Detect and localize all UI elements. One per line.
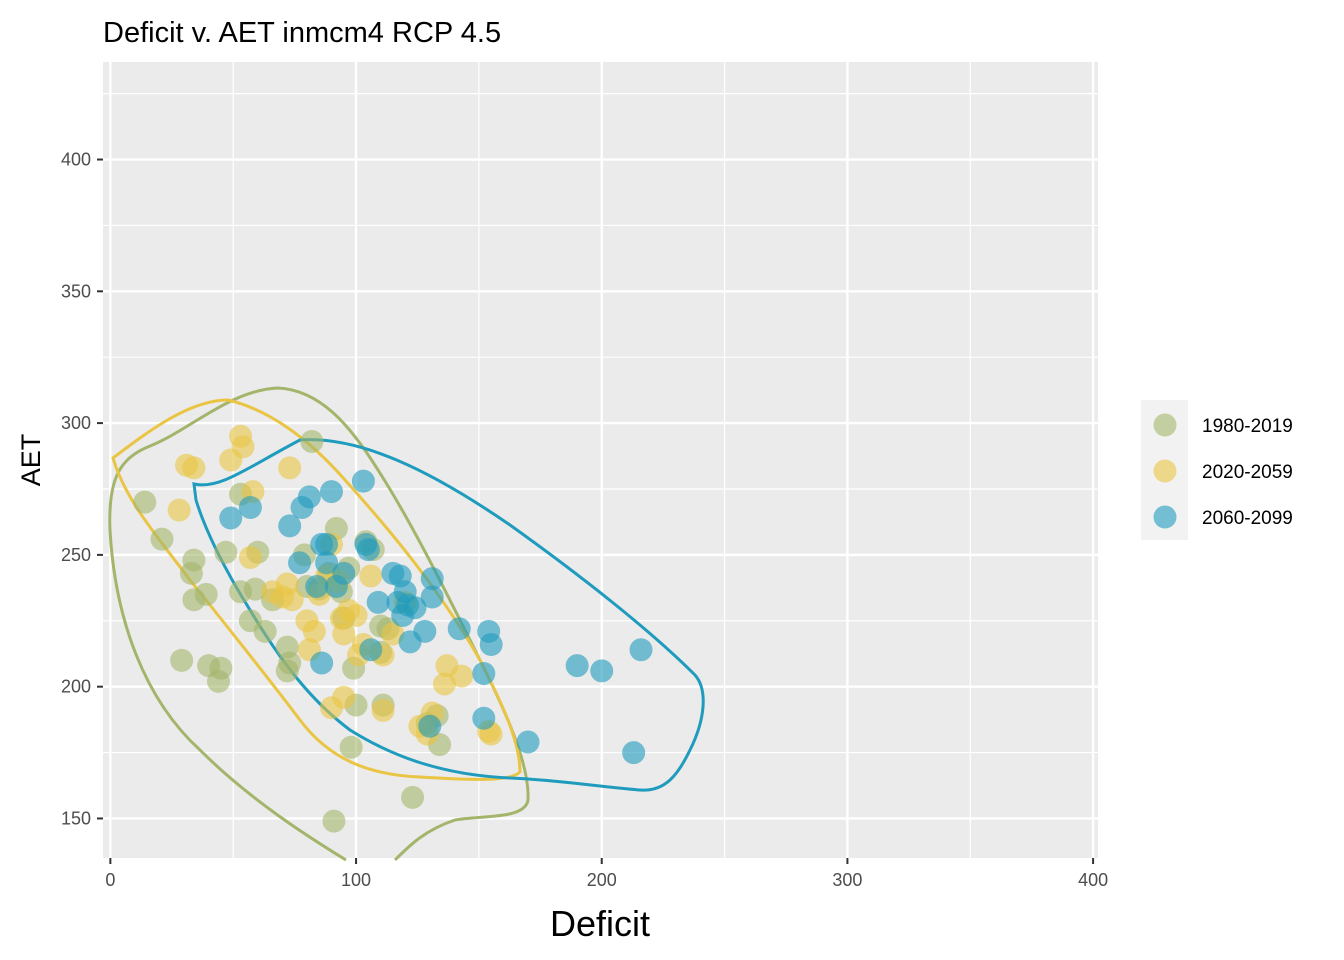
point-2020-2059 (182, 456, 206, 480)
point-1980-2019 (150, 527, 174, 551)
point-1980-2019 (214, 540, 238, 564)
point-1980-2019 (401, 785, 425, 809)
legend-key-1980-2019 (1153, 413, 1177, 437)
y-tick-label: 200 (61, 677, 91, 697)
point-2060-2099 (590, 659, 614, 683)
legend-key-2020-2059 (1153, 459, 1177, 483)
point-2060-2099 (413, 619, 437, 643)
plot-panel (103, 62, 1098, 858)
point-2060-2099 (288, 551, 312, 575)
point-2060-2099 (418, 714, 442, 738)
point-2060-2099 (447, 617, 471, 641)
point-2060-2099 (332, 561, 356, 585)
point-2060-2099 (366, 590, 390, 614)
point-1980-2019 (322, 809, 346, 833)
point-2060-2099 (297, 485, 321, 509)
point-1980-2019 (209, 656, 233, 680)
point-2020-2059 (432, 672, 456, 696)
point-2060-2099 (219, 506, 243, 530)
point-2060-2099 (629, 638, 653, 662)
legend-label-2020-2059: 2020-2059 (1202, 462, 1293, 483)
y-tick-label: 400 (61, 150, 91, 170)
y-tick-label: 250 (61, 545, 91, 565)
point-2020-2059 (450, 664, 474, 688)
point-2020-2059 (381, 622, 405, 646)
point-2060-2099 (516, 730, 540, 754)
point-2060-2099 (420, 585, 444, 609)
legend-key-2060-2099 (1153, 505, 1177, 529)
point-2020-2059 (238, 546, 262, 570)
y-axis-ticks: 150 200 250 300 350 400 (61, 150, 103, 828)
legend: 1980-2019 2020-2059 2060-2099 (1141, 400, 1293, 540)
point-2020-2059 (302, 619, 326, 643)
point-2060-2099 (310, 651, 334, 675)
point-2020-2059 (278, 456, 302, 480)
data-points (133, 424, 653, 833)
point-2060-2099 (319, 480, 343, 504)
point-2020-2059 (344, 604, 368, 628)
point-2060-2099 (565, 654, 589, 678)
point-2020-2059 (332, 685, 356, 709)
contour-2020-2059 (111, 398, 522, 781)
x-axis-title: Deficit (550, 903, 650, 944)
point-1980-2019 (339, 735, 363, 759)
point-2060-2099 (315, 532, 339, 556)
point-1980-2019 (253, 619, 277, 643)
x-tick-label: 300 (832, 870, 862, 890)
point-2060-2099 (420, 567, 444, 591)
point-2060-2099 (472, 706, 496, 730)
point-2060-2099 (403, 596, 427, 620)
x-tick-label: 0 (105, 870, 115, 890)
point-2020-2059 (359, 564, 383, 588)
x-tick-label: 400 (1078, 870, 1108, 890)
x-tick-label: 200 (587, 870, 617, 890)
point-1980-2019 (170, 648, 194, 672)
point-2020-2059 (332, 622, 356, 646)
point-2060-2099 (479, 633, 503, 657)
contour-1980-2019 (108, 386, 530, 862)
point-2060-2099 (472, 661, 496, 685)
point-2020-2059 (231, 435, 255, 459)
point-2060-2099 (622, 741, 646, 765)
point-2020-2059 (371, 698, 395, 722)
point-2060-2099 (305, 575, 329, 599)
point-1980-2019 (243, 577, 267, 601)
legend-label-1980-2019: 1980-2019 (1202, 416, 1293, 437)
y-tick-label: 150 (61, 808, 91, 828)
y-tick-label: 350 (61, 281, 91, 301)
point-1980-2019 (133, 490, 157, 514)
y-axis-title: AET (16, 434, 46, 487)
point-1980-2019 (278, 651, 302, 675)
point-2020-2059 (280, 588, 304, 612)
point-1980-2019 (300, 430, 324, 454)
point-1980-2019 (182, 548, 206, 572)
x-tick-label: 100 (341, 870, 371, 890)
point-2060-2099 (359, 638, 383, 662)
point-1980-2019 (194, 582, 218, 606)
point-2020-2059 (167, 498, 191, 522)
point-2060-2099 (278, 514, 302, 538)
point-2060-2099 (356, 538, 380, 562)
point-2060-2099 (315, 551, 339, 575)
legend-label-2060-2099: 2060-2099 (1202, 508, 1293, 529)
y-tick-label: 300 (61, 413, 91, 433)
point-2060-2099 (238, 495, 262, 519)
chart-title: Deficit v. AET inmcm4 RCP 4.5 (103, 17, 501, 49)
point-2060-2099 (351, 469, 375, 493)
x-axis-ticks: 0 100 200 300 400 (105, 858, 1108, 890)
